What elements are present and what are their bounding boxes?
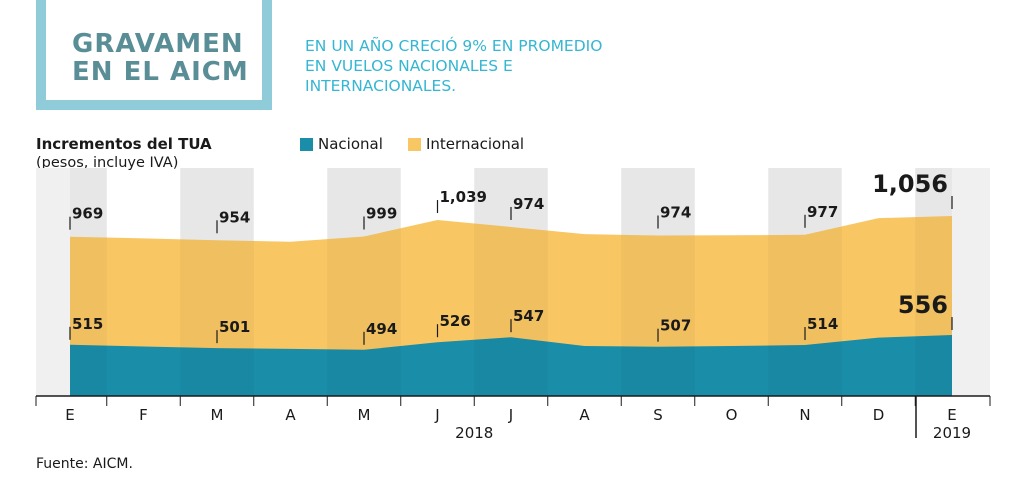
x-tick-label: S <box>653 406 663 424</box>
column-shade <box>621 168 695 396</box>
data-label-nacional: 547 <box>513 307 544 325</box>
x-tick-label: D <box>873 406 885 424</box>
x-tick-label: A <box>579 406 590 424</box>
data-label-nacional: 501 <box>219 318 250 336</box>
column-shade <box>180 168 254 396</box>
data-label-internacional: 999 <box>366 204 397 222</box>
page-title: GRAVAMEN EN EL AICM <box>72 30 249 86</box>
data-label-internacional: 974 <box>660 204 691 222</box>
legend-swatch-nacional <box>300 137 313 151</box>
x-tick-label: J <box>508 406 513 424</box>
data-label-internacional: 1,039 <box>440 188 487 206</box>
year-label-2018: 2018 <box>455 424 493 442</box>
data-label-nacional: 556 <box>898 291 948 319</box>
data-label-nacional: 515 <box>72 315 103 333</box>
column-shade <box>327 168 401 396</box>
x-tick-label: E <box>947 406 956 424</box>
data-label-nacional: 507 <box>660 317 691 335</box>
x-tick-label: E <box>65 406 74 424</box>
x-tick-label: F <box>139 406 148 424</box>
legend-label-internacional: Internacional <box>426 135 525 153</box>
column-shade <box>70 168 107 396</box>
data-label-nacional: 494 <box>366 320 397 338</box>
data-label-internacional: 1,056 <box>872 170 948 198</box>
title-line-1: GRAVAMEN <box>72 29 244 59</box>
data-label-nacional: 526 <box>440 312 471 330</box>
x-tick-label: M <box>358 406 371 424</box>
area-nacional <box>70 335 952 396</box>
title-box: GRAVAMEN EN EL AICM <box>36 0 272 110</box>
x-tick-label: J <box>434 406 439 424</box>
data-label-internacional: 974 <box>513 195 544 213</box>
x-tick-label: O <box>726 406 738 424</box>
data-label-nacional: 514 <box>807 315 838 333</box>
subtitle-line-2: EN VUELOS NACIONALES E <box>305 57 513 75</box>
x-tick-label: A <box>285 406 296 424</box>
chart-unit: (pesos, incluye IVA) <box>36 155 179 171</box>
subtitle-line-3: INTERNACIONALES. <box>305 77 457 95</box>
legend-swatch-internacional <box>408 137 421 151</box>
headline-subtitle: EN UN AÑO CRECIÓ 9% EN PROMEDIO EN VUELO… <box>305 36 705 96</box>
legend-item-internacional: Internacional <box>408 135 524 153</box>
title-line-2: EN EL AICM <box>72 57 249 87</box>
data-label-internacional: 954 <box>219 208 250 226</box>
subtitle-line-1: EN UN AÑO CRECIÓ 9% EN PROMEDIO <box>305 37 603 55</box>
column-shade <box>915 168 952 396</box>
data-label-internacional: 977 <box>807 203 838 221</box>
data-label-internacional: 969 <box>72 205 103 223</box>
year-label-2019: 2019 <box>933 424 971 442</box>
x-tick-label: N <box>799 406 810 424</box>
x-tick-label: M <box>211 406 224 424</box>
source-note: Fuente: AICM. <box>36 456 133 472</box>
legend-item-nacional: Nacional <box>300 135 383 153</box>
chart-title: Incrementos del TUA <box>36 135 212 153</box>
legend-label-nacional: Nacional <box>318 135 383 153</box>
